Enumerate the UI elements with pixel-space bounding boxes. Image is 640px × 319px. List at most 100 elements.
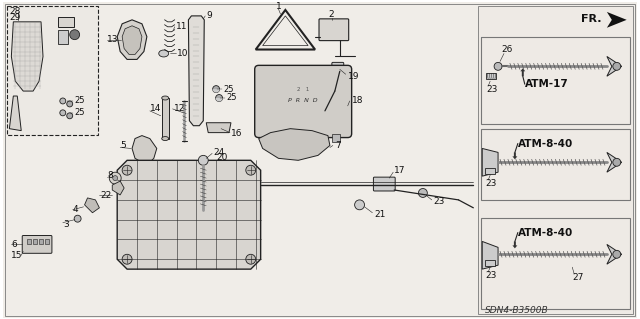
Ellipse shape [162, 96, 169, 100]
Circle shape [494, 63, 502, 70]
Text: 27: 27 [572, 272, 584, 282]
Text: 25: 25 [75, 96, 85, 106]
Circle shape [74, 215, 81, 222]
Circle shape [198, 155, 208, 165]
Text: 6: 6 [12, 240, 17, 249]
Text: 13: 13 [108, 35, 119, 44]
FancyBboxPatch shape [22, 235, 52, 253]
Circle shape [355, 200, 365, 210]
Bar [478, 6, 632, 314]
Bar [39, 240, 43, 244]
Circle shape [67, 113, 73, 119]
Circle shape [613, 158, 621, 166]
Bar [481, 37, 630, 124]
Text: 18: 18 [351, 96, 363, 106]
FancyArrow shape [513, 241, 517, 249]
Text: 19: 19 [348, 72, 359, 81]
Polygon shape [259, 129, 330, 160]
Polygon shape [206, 123, 231, 133]
Polygon shape [607, 152, 621, 172]
Polygon shape [132, 136, 157, 162]
Bar [58, 30, 68, 44]
Polygon shape [117, 20, 147, 59]
Text: 9: 9 [206, 11, 212, 20]
Text: ATM-8-40: ATM-8-40 [518, 227, 573, 238]
FancyArrow shape [520, 68, 525, 76]
Bar [33, 240, 37, 244]
Circle shape [212, 85, 220, 93]
Circle shape [60, 98, 66, 104]
Bar [485, 260, 495, 266]
FancyArrow shape [513, 152, 517, 159]
Bar [58, 17, 74, 27]
Polygon shape [84, 198, 99, 213]
Text: 25: 25 [75, 108, 85, 117]
Circle shape [60, 110, 66, 116]
Text: 17: 17 [394, 166, 406, 175]
Text: 14: 14 [150, 104, 161, 113]
Text: ATM-17: ATM-17 [525, 79, 568, 89]
Text: 23: 23 [486, 85, 497, 93]
Polygon shape [482, 241, 498, 269]
Polygon shape [607, 56, 621, 76]
Text: 20: 20 [216, 153, 227, 162]
Text: 3: 3 [63, 220, 68, 229]
Text: 25: 25 [223, 85, 234, 93]
Bar [481, 218, 630, 309]
Circle shape [109, 172, 121, 184]
Text: 11: 11 [175, 22, 187, 31]
Polygon shape [10, 96, 21, 131]
Text: SDN4-B3500B: SDN4-B3500B [485, 306, 549, 315]
Wedge shape [216, 98, 223, 101]
Polygon shape [162, 98, 169, 138]
Text: 5: 5 [120, 141, 126, 150]
Bar [481, 129, 630, 200]
Text: 15: 15 [12, 251, 23, 260]
Bar [8, 6, 99, 135]
Text: 8: 8 [108, 171, 113, 180]
Text: FR.: FR. [581, 14, 602, 24]
Text: 7: 7 [335, 141, 340, 150]
Circle shape [67, 101, 73, 107]
Bar [332, 134, 340, 142]
Circle shape [122, 254, 132, 264]
Bar [486, 73, 496, 79]
Polygon shape [12, 22, 43, 91]
Circle shape [419, 189, 428, 197]
Text: 23: 23 [434, 197, 445, 206]
Circle shape [613, 250, 621, 258]
FancyBboxPatch shape [332, 63, 344, 72]
Text: 26: 26 [501, 45, 513, 54]
Wedge shape [212, 89, 220, 93]
Text: 12: 12 [173, 104, 185, 113]
Bar [267, 134, 275, 142]
Polygon shape [482, 148, 498, 176]
Polygon shape [117, 160, 260, 269]
Text: 23: 23 [485, 271, 497, 279]
Text: 28: 28 [10, 7, 20, 17]
FancyBboxPatch shape [255, 65, 351, 137]
Text: 25: 25 [226, 93, 237, 102]
Text: 1: 1 [275, 3, 281, 11]
Polygon shape [188, 16, 204, 126]
Circle shape [113, 176, 118, 181]
Polygon shape [607, 12, 627, 28]
Text: 16: 16 [231, 129, 243, 138]
Bar [27, 240, 31, 244]
Ellipse shape [159, 50, 169, 57]
Text: 2: 2 [328, 11, 333, 19]
Text: 2   1: 2 1 [297, 86, 309, 92]
Polygon shape [112, 181, 124, 195]
Bar [481, 37, 630, 124]
Bar [485, 168, 495, 174]
Text: 4: 4 [73, 205, 78, 214]
FancyBboxPatch shape [373, 177, 395, 191]
Bar [45, 240, 49, 244]
Circle shape [70, 30, 79, 40]
Text: 22: 22 [100, 191, 111, 200]
Text: 29: 29 [10, 13, 20, 22]
Circle shape [216, 94, 223, 101]
Text: 24: 24 [213, 148, 225, 157]
Circle shape [122, 165, 132, 175]
Polygon shape [122, 26, 142, 55]
